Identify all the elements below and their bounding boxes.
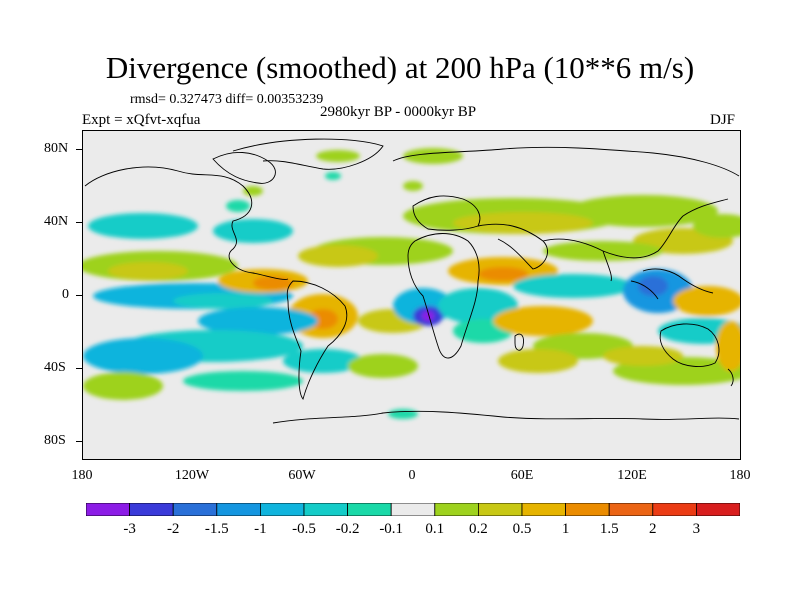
colorbar-swatch: [216, 503, 261, 516]
x-tick-label: 60W: [288, 468, 316, 483]
colorbar-label: 1.5: [599, 521, 619, 537]
colorbar-swatch: [608, 503, 654, 516]
y-tickmark: [76, 149, 82, 150]
map-panel: [82, 130, 741, 460]
colorbar-label: -0.5: [292, 521, 316, 537]
colorbar-label: -3: [123, 521, 136, 537]
x-tick-label: 120W: [174, 468, 210, 483]
y-tick-label: 0: [62, 287, 69, 302]
colorbar-label: 0.5: [512, 521, 532, 537]
colorbar-swatch: [86, 503, 130, 516]
colorbar-swatch: [477, 503, 523, 516]
y-tick-label: 40N: [44, 214, 69, 229]
season-label: DJF: [710, 112, 736, 128]
coastlines: [84, 138, 740, 424]
colorbar-label: 0.2: [469, 521, 488, 537]
colorbar-swatch: [129, 503, 174, 516]
colorbar-label: -0.2: [335, 521, 360, 537]
x-tick-label: 60E: [510, 468, 534, 483]
colorbar-label: -0.1: [379, 521, 404, 537]
plot-title: Divergence (smoothed) at 200 hPa (10**6 …: [105, 50, 695, 85]
colorbar-label: 0.1: [425, 521, 445, 537]
y-tick-label: 80N: [44, 141, 69, 156]
x-tick-label: 120E: [617, 468, 647, 483]
colorbar-swatch: [303, 503, 348, 516]
y-tickmark: [76, 222, 82, 223]
x-tick-label: 180: [71, 468, 93, 483]
x-tick-label: 180: [729, 468, 751, 483]
experiment-label: Expt = xQfvt-xqfua: [82, 112, 201, 128]
colorbar-swatch: [696, 503, 740, 516]
y-tickmark: [76, 368, 82, 369]
colorbar-swatch: [652, 503, 697, 516]
divergence-map: [83, 131, 740, 459]
colorbar-swatch: [259, 503, 305, 516]
colorbar-swatch: [172, 503, 218, 516]
y-tick-label: 80S: [44, 433, 66, 448]
colorbar-label: -1.5: [204, 521, 229, 537]
period-label: 2980kyr BP - 0000kyr BP: [320, 104, 477, 120]
colorbar-swatch: [434, 503, 479, 516]
colorbar: [86, 503, 740, 516]
colorbar-swatch: [565, 503, 610, 516]
colorbar-label: -2: [166, 521, 180, 537]
colorbar-swatch: [347, 503, 392, 516]
colorbar-label: 3: [692, 521, 701, 537]
colorbar-label: 1: [561, 521, 570, 537]
y-tick-label: 40S: [44, 360, 66, 375]
y-tickmark: [76, 441, 82, 442]
y-tickmark: [76, 295, 82, 296]
colorbar-label: -1: [254, 521, 267, 537]
colorbar-swatch: [521, 503, 566, 516]
colorbar-label: 2: [649, 521, 657, 537]
x-tick-label: 0: [408, 468, 416, 483]
stats-text: rmsd= 0.327473 diff= 0.00353239: [130, 92, 324, 107]
colorbar-swatch: [390, 503, 436, 516]
